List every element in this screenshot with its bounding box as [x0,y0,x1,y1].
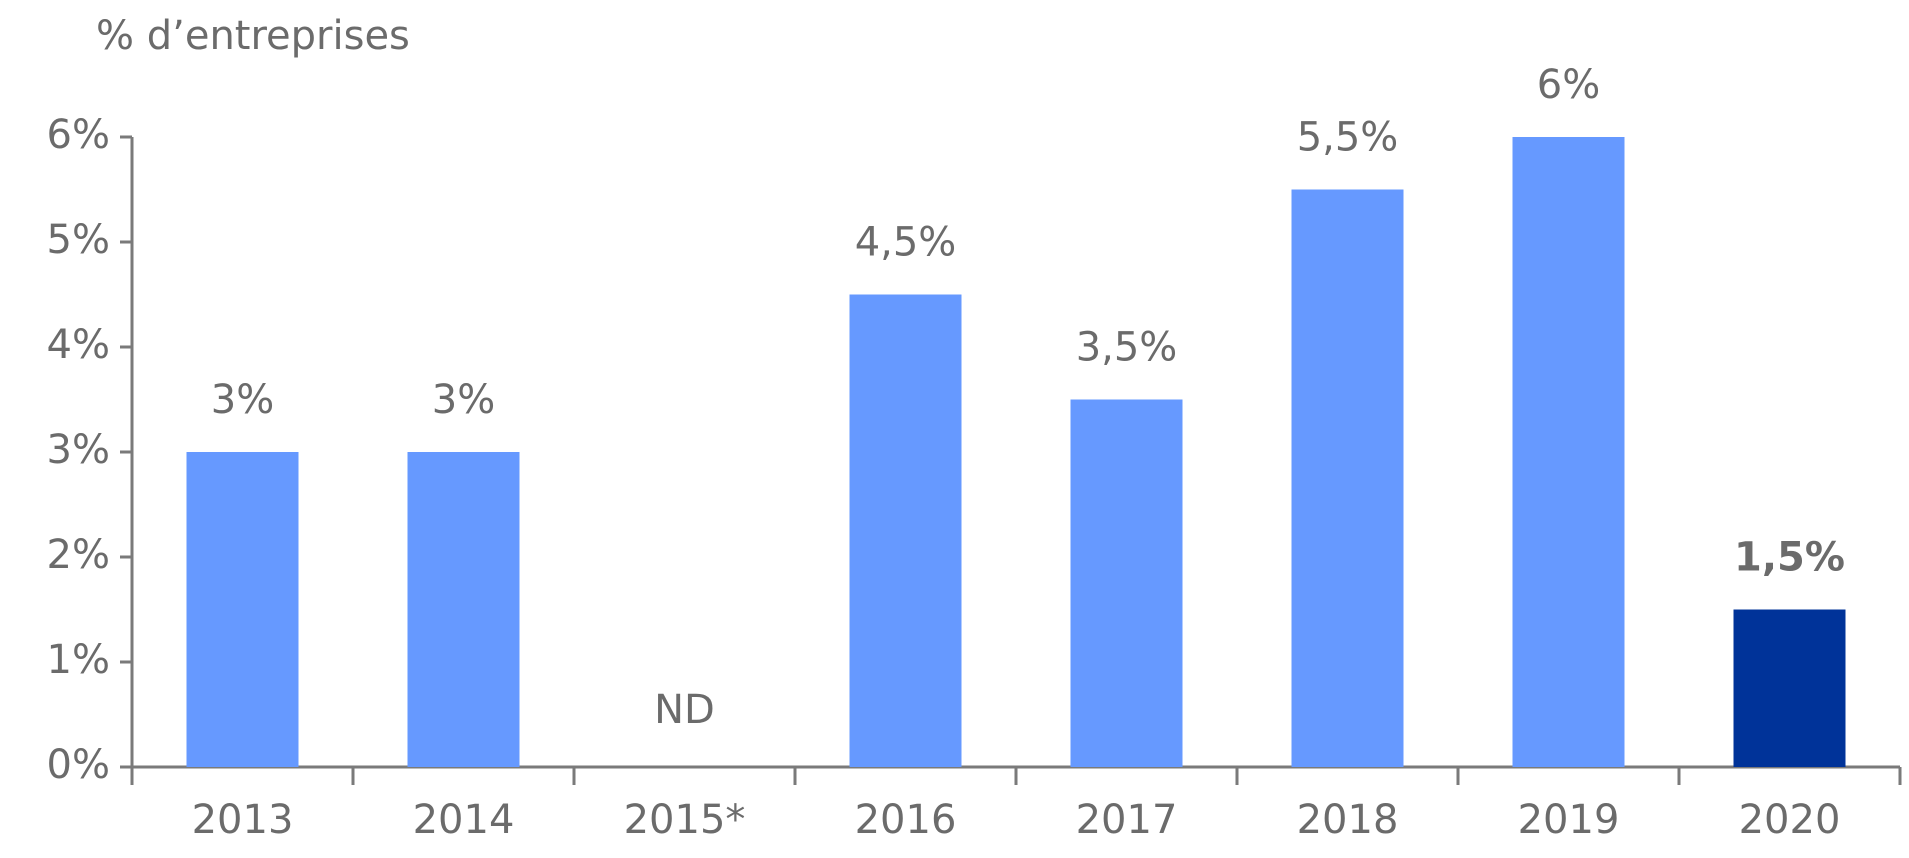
y-tick-label: 3% [47,427,110,473]
x-tick-label: 2013 [192,797,294,843]
x-tick-label: 2016 [855,797,957,843]
y-tick-label: 6% [47,112,110,158]
value-label: 3% [211,377,274,423]
x-tick-label: 2014 [413,797,515,843]
value-label: ND [654,687,715,733]
bar [849,294,962,767]
y-tick-label: 0% [47,742,110,788]
value-label: 1,5% [1734,535,1845,581]
value-label: 4,5% [855,220,957,266]
value-label: 6% [1537,62,1600,108]
x-tick-label: 2019 [1518,797,1620,843]
y-tick-label: 4% [47,322,110,368]
bar [407,452,520,767]
y-tick-label: 2% [47,532,110,578]
x-tick-label: 2017 [1076,797,1178,843]
bar [1512,137,1625,767]
bar [186,452,299,767]
value-label: 3% [432,377,495,423]
bar [1070,399,1183,767]
value-label: 3,5% [1076,325,1178,371]
bar [1733,609,1846,767]
value-label: 5,5% [1297,115,1399,161]
x-tick-label: 2018 [1297,797,1399,843]
x-tick-label: 2015* [624,797,746,843]
x-tick-label: 2020 [1739,797,1841,843]
y-axis-label: % d’entreprises [96,13,410,59]
y-tick-label: 1% [47,637,110,683]
y-tick-label: 5% [47,217,110,263]
bar [1291,189,1404,767]
